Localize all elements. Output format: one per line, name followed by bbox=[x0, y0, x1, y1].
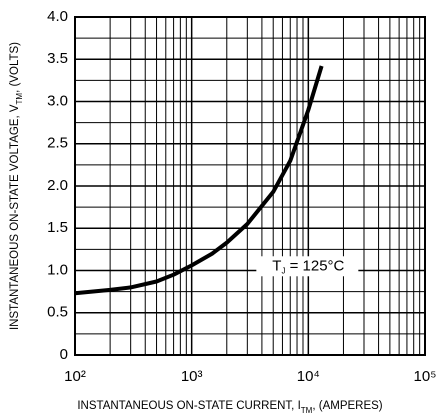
y-tick-label: 1.0 bbox=[47, 261, 68, 278]
x-tick-label: 10⁴ bbox=[297, 368, 320, 385]
annotation-part: T bbox=[272, 257, 281, 274]
y-tick-label: 2.5 bbox=[47, 135, 68, 152]
y-tick-label: 2.0 bbox=[47, 177, 68, 194]
y-tick-label: 3.0 bbox=[47, 92, 68, 109]
x-tick-label: 10² bbox=[64, 368, 86, 385]
y-tick-label: 1.5 bbox=[47, 219, 68, 236]
y-axis-label-part: TM bbox=[15, 93, 24, 105]
plot-frame bbox=[74, 16, 426, 356]
annotation-part: = 125°C bbox=[285, 257, 344, 274]
x-axis-label: INSTANTANEOUS ON-STATE CURRENT, ITM, (AM… bbox=[77, 400, 382, 415]
y-tick-label: 3.5 bbox=[47, 50, 68, 67]
y-tick-label: 4.0 bbox=[47, 8, 68, 25]
annotation-bg bbox=[256, 256, 359, 277]
x-axis-label-part: , (AMPERES) bbox=[312, 400, 382, 412]
y-axis-label: INSTANTANEOUS ON-STATE VOLTAGE, VTM, (VO… bbox=[9, 42, 24, 330]
x-axis-label-part: INSTANTANEOUS ON-STATE CURRENT, I bbox=[77, 400, 300, 412]
curve bbox=[74, 65, 324, 296]
x-tick-label: 10³ bbox=[181, 368, 203, 385]
x-tick-label: 10⁵ bbox=[414, 368, 437, 385]
x-axis-label-part: TM bbox=[301, 406, 313, 415]
y-axis-label-part: INSTANTANEOUS ON-STATE VOLTAGE, V bbox=[9, 104, 21, 330]
y-axis-label-part: , (VOLTS) bbox=[9, 42, 21, 93]
annotation: TJ = 125°C bbox=[272, 257, 344, 275]
annotation-part: J bbox=[281, 266, 285, 275]
y-tick-label: 0.5 bbox=[47, 304, 68, 321]
y-tick-label: 0 bbox=[60, 346, 68, 363]
